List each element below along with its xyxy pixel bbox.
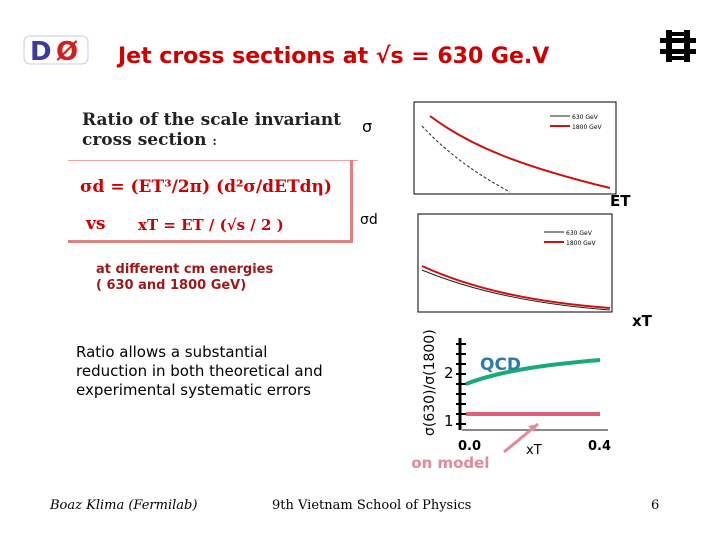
vs-label: vs	[86, 214, 106, 234]
ratio-ticks	[456, 343, 466, 425]
ratio-plot: σ(630)/σ(1800) 2 1 QCD 0.0 xT 0.4 Parton…	[412, 330, 611, 472]
ratio-xlabel: xT	[526, 443, 542, 458]
xt-curve-630	[421, 269, 611, 311]
energies-note: at different cm energies ( 630 and 1800 …	[96, 262, 273, 294]
fermilab-logo	[660, 26, 696, 66]
qcd-curve	[465, 358, 601, 386]
top-legend-630: 630 GeV	[572, 114, 599, 121]
et-plot-frame	[413, 101, 617, 195]
parton-arrow-head-icon	[528, 424, 538, 432]
mid-legend-630: 630 GeV	[566, 230, 593, 237]
definition-heading: Ratio of the scale invariant cross secti…	[82, 110, 341, 151]
ratio-ylabel: σ(630)/σ(1800)	[422, 330, 438, 436]
top-legend-1800: 1800 GeV	[572, 124, 603, 131]
ratio-y2: 2	[444, 364, 454, 382]
et-plot: σ 630 GeV 1800 GeV ET	[362, 101, 631, 210]
d0-letter: D	[30, 37, 52, 67]
et-curve-630	[421, 125, 511, 193]
energies-line-2: ( 630 and 1800 GeV)	[96, 278, 247, 293]
mid-legend-1800: 1800 GeV	[566, 240, 597, 247]
footer-event: 9th Vietnam School of Physics	[272, 498, 472, 513]
qcd-label: QCD	[480, 355, 521, 375]
definition-top-rule	[68, 160, 358, 161]
ratio-y1: 1	[444, 412, 454, 430]
heading-line-1: Ratio of the scale invariant	[82, 110, 342, 130]
mid-x-label: xT	[632, 312, 653, 330]
heading-colon: :	[212, 134, 217, 148]
mid-sigma-label: σd	[360, 212, 378, 228]
cross-section-formula: σd = (ET³/2π) (d²σ/dETdη)	[80, 177, 332, 197]
d0-logo-icon: D Ø	[23, 35, 89, 67]
footer-page: 6	[651, 498, 660, 513]
xt-plot-frame	[417, 213, 613, 313]
et-curve-1800	[429, 115, 611, 189]
footer-author: Boaz Klima (Fermilab)	[50, 498, 198, 513]
d0-logo: D Ø	[22, 30, 92, 70]
definition-frame	[68, 160, 353, 243]
d0-zero: Ø	[56, 37, 78, 67]
parton-label: Parton model	[412, 454, 489, 472]
ratio-x04: 0.4	[588, 439, 611, 454]
ratio-x0: 0.0	[458, 439, 481, 454]
fermilab-logo-icon	[660, 30, 696, 62]
energies-line-1: at different cm energies	[96, 262, 274, 277]
top-sigma-label: σ	[362, 117, 372, 136]
ratio-note: Ratio allows a substantial reduction in …	[76, 343, 323, 399]
xt-formula: xT = ET / (√s / 2 )	[138, 216, 284, 234]
slide-title: Jet cross sections at √s = 630 Ge.V	[118, 44, 550, 69]
top-x-label: ET	[610, 192, 631, 210]
xt-curve-1800	[421, 265, 611, 309]
xt-plot: σd 630 GeV 1800 GeV xT	[360, 212, 653, 330]
heading-line-2: cross section	[82, 130, 207, 150]
heading-line-2-row: cross section :	[82, 130, 341, 151]
